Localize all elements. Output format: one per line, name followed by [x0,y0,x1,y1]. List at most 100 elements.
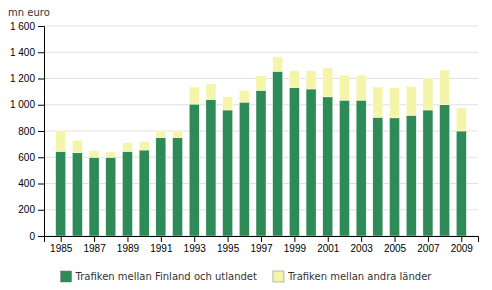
tick-mark [328,236,329,242]
series [56,57,467,157]
series [56,71,467,236]
tick-mark [261,236,262,242]
tick: 200 [18,204,44,215]
legend-swatch [61,271,72,282]
bar [423,110,433,236]
bar [173,131,183,138]
bar [223,110,233,236]
tick-label: 1 600 [10,21,35,32]
bar [173,138,183,236]
tick-mark [294,236,295,242]
tick-mark [38,210,44,211]
bar [206,84,216,100]
bar [373,117,383,236]
bar [356,100,366,236]
legend: Trafiken mellan Finland och utlandet Traf… [61,271,433,282]
bar [106,152,116,157]
tick-label: 1991 [150,243,173,254]
tick-mark [38,184,44,185]
tick-label: 1 000 [10,99,35,110]
chart: 02004006008001 0001 2001 4001 6001985198… [0,0,492,290]
legend-label: Trafiken mellan andra länder [287,271,432,282]
grid [44,26,478,236]
tick: 2003 [351,236,374,254]
bar [189,104,199,236]
bar [440,105,450,236]
tick-label: 1995 [217,243,240,254]
tick-label: 1985 [50,243,73,254]
tick-mark [38,236,44,237]
tick-label: 2003 [351,243,374,254]
tick: 1999 [284,236,307,254]
bar [423,79,433,111]
legend-item: Trafiken mellan andra länder [273,271,432,282]
tick: 1993 [184,236,207,254]
legend-item: Trafiken mellan Finland och utlandet [61,271,257,282]
tick: 1997 [250,236,273,254]
tick: 1 000 [10,99,44,110]
tick-mark [38,157,44,158]
tick-label: 400 [18,178,35,189]
tick-mark [38,131,44,132]
bar [122,151,132,236]
bar [156,131,166,138]
tick-label: 200 [18,204,35,215]
bar [323,97,333,236]
bar [273,57,283,71]
tick: 1989 [117,236,140,254]
tick-mark [428,236,429,242]
bar [139,150,149,236]
bar [339,100,349,236]
bar [256,90,266,236]
bar [306,71,316,89]
tick: 800 [18,126,44,137]
bar [306,89,316,236]
bar [56,131,66,151]
bar [72,153,82,236]
tick-label: 1 200 [10,73,35,84]
tick: 1985 [50,236,73,254]
bar [89,151,99,158]
tick: 1995 [217,236,240,254]
tick: 1 200 [10,73,44,84]
x-axis: 1985 1987 1989 1991 1993 1995 1997 1999 2001 2003… [45,236,479,254]
grid-line [44,26,478,27]
axis-title: mn euro [8,7,50,18]
tick-label: 2009 [451,243,474,254]
bar [122,143,132,152]
bar [339,75,349,100]
tick-label: 600 [18,152,35,163]
bar [390,118,400,236]
tick: 0 [29,231,44,242]
tick-mark [127,236,128,242]
tick-label: 0 [29,231,35,242]
bar [189,87,199,104]
tick: 1987 [83,236,106,254]
tick-mark [161,236,162,242]
bar [72,140,82,152]
bar [106,157,116,236]
tick-label: 1997 [250,243,273,254]
bar [56,151,66,236]
legend-label: Trafiken mellan Finland och utlandet [75,271,257,282]
legend-swatch [273,271,284,282]
tick-mark [361,236,362,242]
bars [56,57,467,236]
axis-line [45,237,479,243]
tick-label: 2005 [384,243,407,254]
bar [373,87,383,117]
tick-label: 1987 [83,243,106,254]
bar [390,88,400,118]
tick: 400 [18,178,44,189]
bar [456,131,466,236]
tick-mark [461,236,462,242]
tick-label: 2001 [317,243,340,254]
tick-label: 1989 [117,243,140,254]
tick-mark [38,105,44,106]
bar [440,70,450,105]
bar [406,86,416,115]
tick: 600 [18,152,44,163]
bar [223,97,233,110]
bar [156,138,166,236]
tick: 2005 [384,236,407,254]
